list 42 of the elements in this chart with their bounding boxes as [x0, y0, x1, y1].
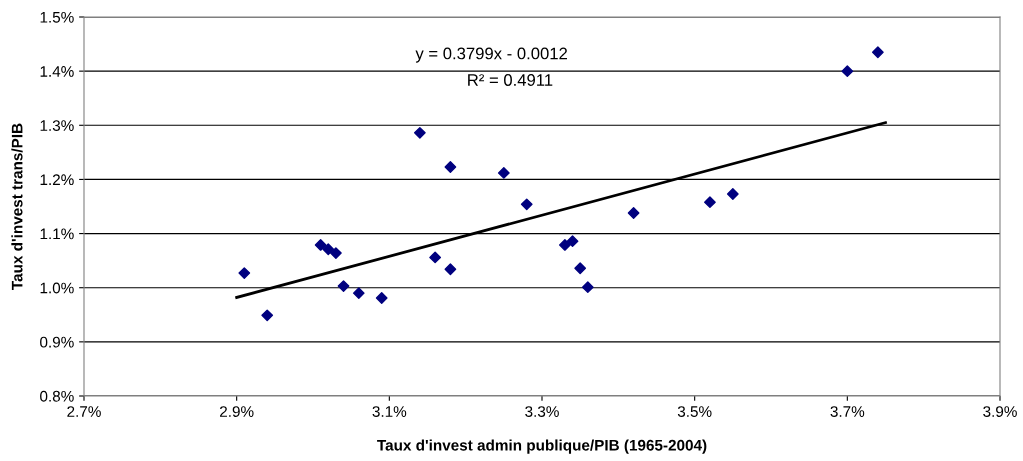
point: [566, 235, 579, 248]
x-tick-label: 3.7%: [830, 406, 865, 417]
point: [352, 287, 365, 300]
y-tick-label: 0.8%: [40, 390, 74, 402]
point: [337, 280, 350, 292]
y-axis-title: Taux d'invest trans/PIB: [11, 123, 23, 290]
y-tick-label: 1.2%: [40, 174, 74, 186]
y-tick-label: 1.1%: [40, 228, 74, 240]
point: [375, 292, 388, 304]
point: [429, 251, 442, 264]
point: [444, 161, 457, 173]
point: [314, 239, 327, 251]
point: [238, 267, 251, 279]
point: [330, 247, 342, 259]
point: [261, 309, 274, 322]
point: [559, 239, 571, 251]
annotation: y = 0.3799x - 0.0012: [415, 47, 567, 63]
point: [322, 243, 335, 256]
y-tick-label: 1.0%: [40, 282, 74, 294]
y-tick-label: 1.4%: [40, 66, 74, 77]
y-tick-label: 1.5%: [40, 11, 74, 23]
point: [841, 65, 854, 78]
x-axis-title: Taux d'invest admin publique/PIB (1965-2004): [377, 439, 707, 454]
point: [704, 196, 716, 209]
y-tick-label: 1.3%: [40, 120, 74, 131]
x-tick-label: 3.9%: [983, 406, 1017, 417]
point: [444, 263, 457, 276]
point: [627, 207, 640, 219]
point: [871, 46, 884, 59]
y-tick-label: 0.9%: [40, 336, 74, 348]
point: [581, 281, 594, 294]
annotation: R² = 0.4911: [468, 74, 553, 86]
x-tick-label: 3.3%: [525, 406, 559, 417]
x-tick-label: 2.9%: [220, 406, 254, 417]
x-tick-label: 3.1%: [372, 406, 407, 417]
point: [726, 188, 739, 200]
x-tick-label: 3.5%: [677, 406, 712, 417]
point: [497, 167, 510, 179]
point: [574, 262, 587, 275]
x-tick-label: 2.7%: [67, 406, 101, 417]
point: [520, 198, 533, 211]
point: [413, 126, 426, 139]
